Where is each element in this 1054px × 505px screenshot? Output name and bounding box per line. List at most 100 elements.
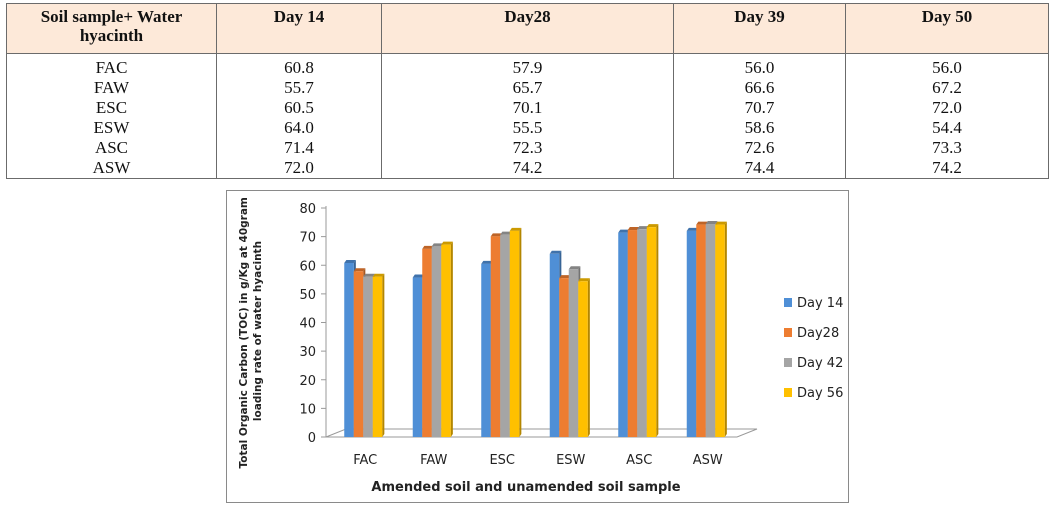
bar-top (422, 245, 434, 249)
legend-item: Day 42 (784, 356, 843, 371)
x-axis-tick-labels: FAC FAW ESC ESW ASC ASW (353, 453, 723, 468)
bar-side (519, 227, 522, 437)
y-axis-title: Total Organic Carbon (TOC) in g/Kg at 40… (238, 193, 264, 468)
y-tick-label: 10 (299, 402, 316, 417)
bar-front (431, 246, 442, 437)
chart-container: 0 10 20 30 40 50 60 70 80 FAC FAW ESC ESW ASC ASW Tot… (226, 190, 849, 503)
bar-front (412, 277, 423, 437)
bar-top (627, 227, 640, 231)
y-axis: 0 10 20 30 40 50 60 70 80 (299, 202, 327, 446)
y-tick-label: 20 (299, 374, 316, 389)
bar-asw-day56 (715, 221, 727, 437)
bar-top (363, 273, 375, 277)
chart-bars (344, 221, 727, 437)
bar-front (549, 253, 560, 437)
table-cell: 58.6 (673, 118, 846, 138)
bar-front (422, 248, 432, 437)
bar-top (618, 229, 630, 233)
bar-front (500, 234, 510, 437)
x-tick-label: ESW (556, 453, 585, 468)
x-tick-label: ESC (489, 453, 515, 468)
table-row: ASW 72.0 74.2 74.4 74.2 (6, 158, 1049, 179)
legend-label: Day 56 (797, 386, 843, 401)
table-cell: ESC (6, 98, 217, 118)
bar-top (705, 221, 718, 225)
x-tick-label: ASC (626, 453, 652, 468)
header-soil-sample: Soil sample+ Water hyacinth (6, 3, 217, 54)
bar-front (372, 276, 383, 437)
bar-faw-day56 (441, 241, 453, 437)
table-cell: 60.8 (216, 53, 382, 78)
bar-front (637, 229, 647, 437)
bar-top (500, 231, 512, 235)
bar-front (490, 236, 501, 437)
y-tick-label: 30 (299, 345, 316, 360)
bar-front (627, 230, 638, 437)
header-day-50: Day 50 (845, 3, 1049, 54)
table-cell: FAC (6, 53, 217, 78)
bar-top (549, 250, 562, 254)
bar-top (412, 274, 425, 278)
x-axis-title: Amended soil and unamended soil sample (371, 480, 680, 495)
table-cell: 72.3 (381, 138, 674, 158)
table-cell: 66.6 (673, 78, 846, 98)
bar-top (696, 221, 708, 225)
table-cell: 56.0 (673, 53, 846, 78)
bar-asc-day56 (646, 224, 659, 437)
table-cell: 56.0 (845, 53, 1049, 78)
bar-front (363, 276, 373, 437)
bar-top (353, 268, 366, 272)
x-tick-label: ASW (693, 453, 723, 468)
y-axis-title-line1: Total Organic Carbon (TOC) in g/Kg at 40… (238, 197, 250, 468)
table-cell: 70.7 (673, 98, 846, 118)
legend-item: Day 14 (784, 296, 843, 311)
toc-data-table: Soil sample+ Water hyacinth Day 14 Day28… (6, 3, 1049, 179)
y-tick-label: 50 (299, 288, 316, 303)
table-cell: 55.7 (216, 78, 382, 98)
bar-top (578, 278, 590, 282)
table-cell: 67.2 (845, 78, 1049, 98)
y-tick-label: 80 (299, 202, 316, 217)
table-cell: 55.5 (381, 118, 674, 138)
legend-swatch (784, 388, 792, 397)
table-row: ESW 64.0 55.5 58.6 54.4 (6, 118, 1049, 138)
bar-front (353, 271, 364, 437)
table-cell: 54.4 (845, 118, 1049, 138)
bar-top (686, 227, 699, 231)
bar-front (618, 232, 628, 437)
table-row: FAW 55.7 65.7 66.6 67.2 (6, 78, 1049, 98)
bar-side (587, 278, 590, 437)
table-cell: 74.2 (381, 158, 674, 179)
table-cell: 74.2 (845, 158, 1049, 179)
legend-label: Day 42 (797, 356, 843, 371)
legend-label: Day 14 (797, 296, 843, 311)
bar-top (509, 227, 522, 231)
bar-top (490, 233, 503, 237)
y-tick-label: 60 (299, 259, 316, 274)
table-cell: 74.4 (673, 158, 846, 179)
y-tick-label: 70 (299, 231, 316, 246)
x-tick-label: FAW (420, 453, 447, 468)
bar-esw-day56 (578, 278, 590, 437)
bar-side (724, 221, 727, 437)
table-cell: 70.1 (381, 98, 674, 118)
table-cell: FAW (6, 78, 217, 98)
legend-label: Day28 (797, 326, 839, 341)
bar-top (481, 260, 493, 264)
bar-top (344, 259, 356, 263)
legend-swatch (784, 328, 792, 337)
y-tick-label: 40 (299, 317, 316, 332)
header-day-39: Day 39 (673, 3, 846, 54)
bar-top (559, 275, 571, 279)
chart-legend: Day 14 Day28 Day 42 Day 56 (784, 296, 843, 401)
bar-front (578, 281, 588, 437)
table-cell: 64.0 (216, 118, 382, 138)
bar-esc-day56 (509, 227, 522, 437)
table-cell: ASW (6, 158, 217, 179)
bar-front (568, 269, 579, 437)
bar-side (382, 273, 385, 437)
bar-front (481, 263, 491, 437)
table-cell: 71.4 (216, 138, 382, 158)
table-cell: ESW (6, 118, 217, 138)
bar-front (646, 227, 657, 437)
